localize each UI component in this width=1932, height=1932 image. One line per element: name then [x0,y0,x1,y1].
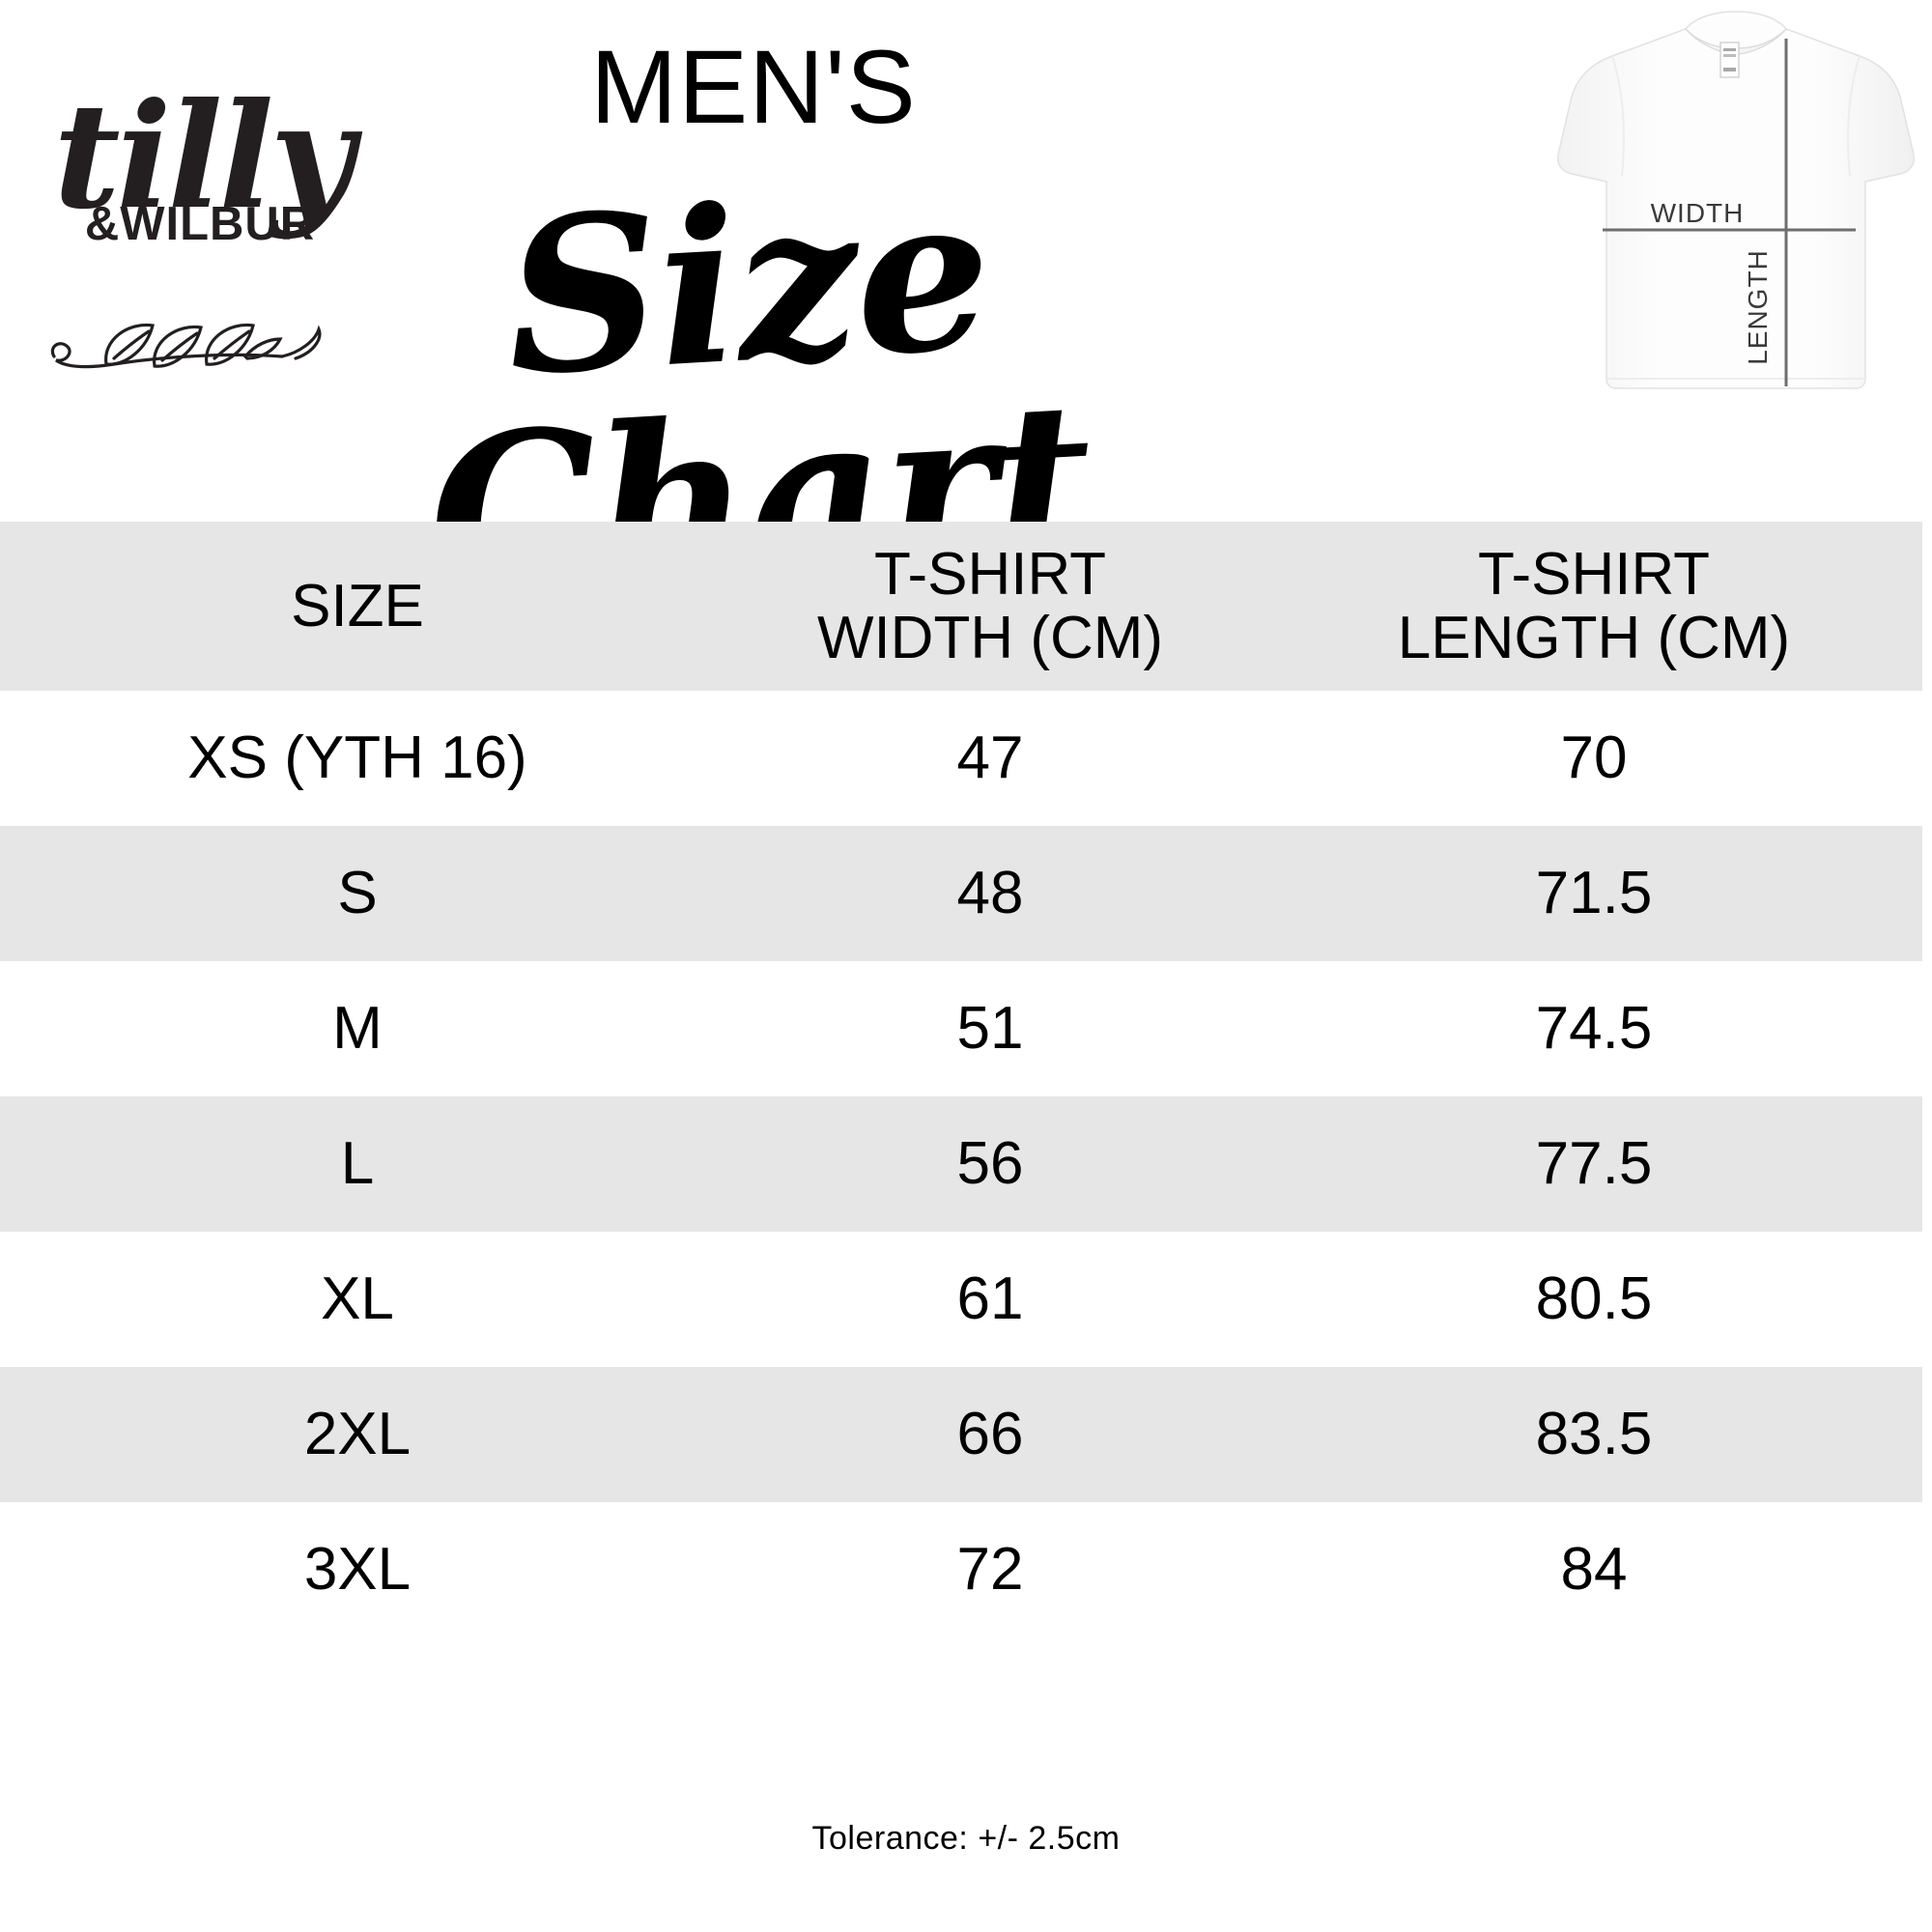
column-header-length: T-SHIRT LENGTH (CM) [1265,543,1922,668]
cell-width: 48 [956,860,1024,926]
column-header-length-line2: LENGTH (CM) [1397,604,1791,671]
header-section: tilly &WILBUR MEN'S Size Chart [0,0,1932,640]
brand-logo-sub-name: &WILBUR [84,198,316,250]
column-header-size: SIZE [291,572,424,639]
cell-length: 84 [1560,1536,1628,1603]
neck-tag-icon [1719,42,1740,78]
cell-width: 47 [956,724,1024,791]
tshirt-body [1556,11,1916,389]
category-title: MEN'S [590,28,917,145]
cell-length: 80.5 [1535,1265,1653,1332]
cell-width: 56 [956,1130,1024,1197]
cell-width: 66 [956,1401,1024,1467]
cell-length: 83.5 [1535,1401,1653,1467]
table-row: 2XL 66 83.5 [0,1367,1922,1502]
tolerance-note: Tolerance: +/- 2.5cm [811,1820,1121,1857]
cell-length: 74.5 [1535,995,1653,1062]
cell-size: M [332,995,383,1062]
table-row: M 51 74.5 [0,961,1922,1096]
width-label: WIDTH [1651,198,1745,228]
cell-size: XL [321,1265,394,1332]
length-label: LENGTH [1743,249,1773,365]
column-header-width-line2: WIDTH (CM) [816,604,1164,671]
brand-logo: tilly &WILBUR [39,71,357,382]
cell-width: 51 [956,995,1024,1062]
cell-width: 61 [956,1265,1024,1332]
table-row: 3XL 72 84 [0,1502,1922,1637]
tshirt-measurement-diagram: WIDTH LENGTH [1541,0,1932,425]
column-header-width: T-SHIRT WIDTH (CM) [715,543,1265,668]
table-header-row: SIZE T-SHIRT WIDTH (CM) T-SHIRT LENGTH (… [0,522,1922,691]
cell-width: 72 [956,1536,1024,1603]
leaf-branch-ornament-icon [46,297,336,379]
cell-size: XS (YTH 16) [187,724,527,791]
cell-length: 71.5 [1535,860,1653,926]
column-header-length-line1: T-SHIRT [1478,541,1710,609]
table-row: XL 61 80.5 [0,1232,1922,1367]
cell-size: 2XL [303,1401,412,1467]
column-header-width-line1: T-SHIRT [874,541,1106,609]
cell-length: 70 [1560,724,1628,791]
cell-size: L [340,1130,375,1197]
cell-length: 77.5 [1535,1130,1653,1197]
table-row: L 56 77.5 [0,1096,1922,1232]
table-row: XS (YTH 16) 47 70 [0,691,1922,826]
cell-size: 3XL [303,1536,412,1603]
cell-size: S [337,860,378,926]
brand-logo-script-name: tilly [53,71,354,242]
size-chart-table: SIZE T-SHIRT WIDTH (CM) T-SHIRT LENGTH (… [0,522,1922,1637]
table-row: S 48 71.5 [0,826,1922,961]
